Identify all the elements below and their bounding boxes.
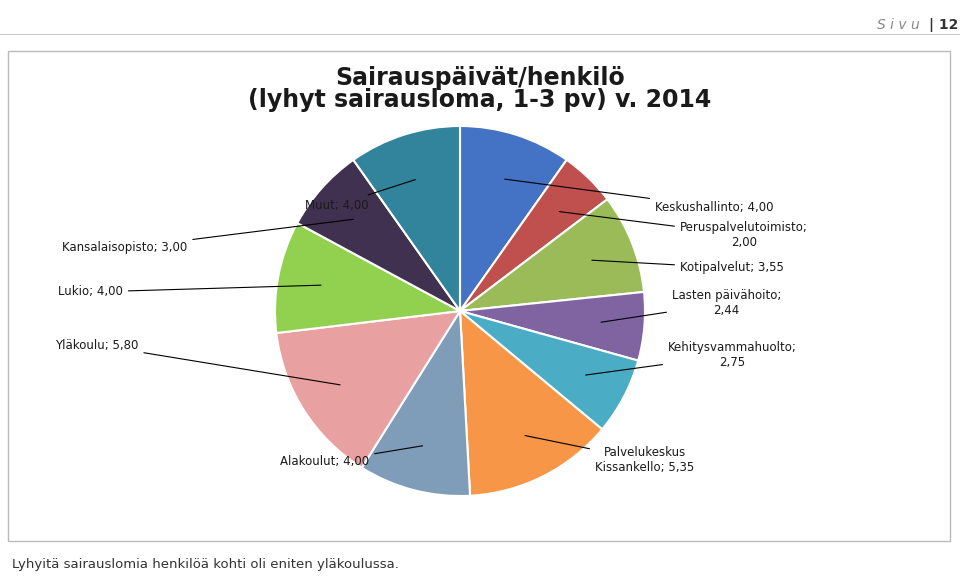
Text: S i v u: S i v u	[877, 18, 920, 32]
Wedge shape	[460, 126, 566, 311]
Wedge shape	[460, 292, 645, 360]
Text: Kehitysvammahuolto;
2,75: Kehitysvammahuolto; 2,75	[586, 341, 797, 375]
Text: (lyhyt sairausloma, 1-3 pv) v. 2014: (lyhyt sairausloma, 1-3 pv) v. 2014	[249, 88, 711, 112]
Wedge shape	[276, 311, 460, 468]
Text: Lyhyitä sairauslomia henkilöä kohti oli eniten yläkoulussa.: Lyhyitä sairauslomia henkilöä kohti oli …	[12, 558, 398, 571]
Wedge shape	[460, 199, 644, 311]
Wedge shape	[298, 160, 460, 311]
Text: Yläkoulu; 5,80: Yläkoulu; 5,80	[55, 339, 340, 385]
FancyBboxPatch shape	[8, 51, 950, 541]
Text: Peruspalvelutoimisto;
2,00: Peruspalvelutoimisto; 2,00	[559, 212, 808, 249]
Wedge shape	[362, 311, 470, 496]
Text: Muut; 4,00: Muut; 4,00	[305, 179, 416, 212]
Wedge shape	[460, 311, 638, 430]
Text: Lukio; 4,00: Lukio; 4,00	[58, 285, 321, 298]
Wedge shape	[275, 223, 460, 333]
Wedge shape	[460, 311, 602, 496]
Wedge shape	[353, 126, 460, 311]
Text: Palvelukeskus
Kissankello; 5,35: Palvelukeskus Kissankello; 5,35	[525, 435, 694, 474]
Text: Lasten päivähoito;
2,44: Lasten päivähoito; 2,44	[601, 289, 781, 322]
Text: Keskushallinto; 4,00: Keskushallinto; 4,00	[505, 179, 774, 213]
Text: Kansalaisopisto; 3,00: Kansalaisopisto; 3,00	[62, 219, 353, 254]
Wedge shape	[460, 160, 608, 311]
Text: Kotipalvelut; 3,55: Kotipalvelut; 3,55	[591, 260, 784, 274]
Text: Alakoulut; 4,00: Alakoulut; 4,00	[280, 446, 422, 468]
Text: Sairauspäivät/henkilö: Sairauspäivät/henkilö	[335, 66, 625, 90]
Text: | 12: | 12	[928, 18, 958, 32]
